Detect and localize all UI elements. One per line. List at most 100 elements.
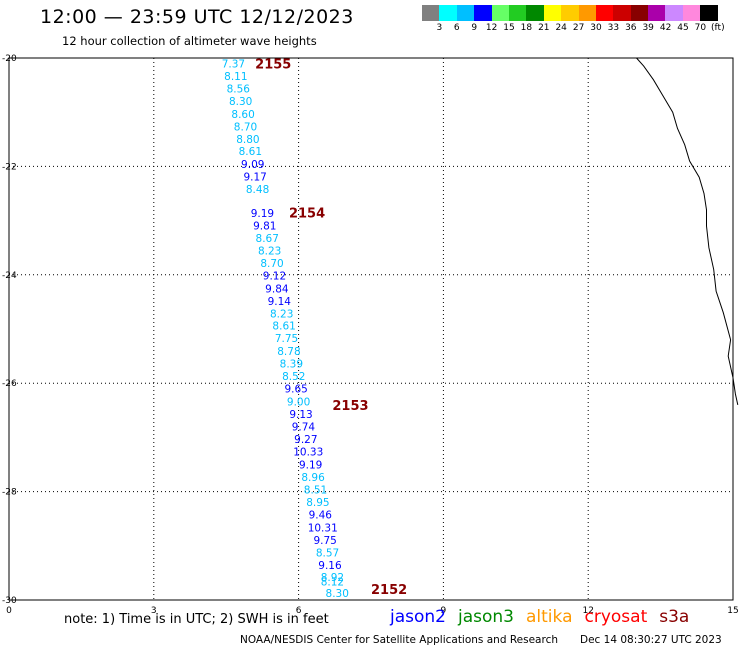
- satellite-name: jason2: [390, 607, 446, 627]
- satellite-name: cryosat: [584, 607, 648, 627]
- wave-height-value: 7.37: [222, 58, 245, 70]
- wave-height-value: 9.14: [268, 296, 292, 308]
- wave-height-value: 9.46: [309, 509, 333, 521]
- wave-height-value: 9.27: [294, 434, 317, 446]
- x-tick-label: 6: [296, 606, 302, 616]
- page-subtitle: 12 hour collection of altimeter wave hei…: [62, 34, 317, 48]
- wave-height-value: 8.57: [316, 547, 339, 559]
- wave-height-value: 10.33: [293, 446, 323, 458]
- wave-height-value: 8.52: [282, 371, 305, 383]
- wave-height-value: 9.65: [284, 384, 307, 396]
- wave-height-value: 8.96: [301, 472, 325, 484]
- legend-label: 27: [572, 23, 585, 33]
- legend-label: (ft): [711, 23, 725, 33]
- wave-height-value: 8.67: [256, 233, 279, 245]
- wave-height-value: 9.13: [289, 409, 312, 421]
- legend-swatch: [561, 5, 579, 21]
- satellite-name: s3a: [659, 607, 690, 627]
- wave-height-value: 8.80: [236, 134, 259, 146]
- legend-swatch: [422, 5, 440, 21]
- legend-swatch: [578, 5, 596, 21]
- wave-height-value: 8.60: [231, 109, 254, 121]
- legend-label: 21: [538, 23, 550, 33]
- wave-height-value: 8.51: [304, 484, 327, 496]
- wave-height-value: 9.81: [253, 220, 276, 232]
- legend-swatch: [439, 5, 457, 21]
- orbit-number-label: 2153: [332, 399, 368, 414]
- wave-height-value: 9.75: [313, 535, 336, 547]
- wave-height-value: 7.75: [275, 333, 298, 345]
- wave-height-value: 8.23: [270, 308, 293, 320]
- wave-height-value: 8.23: [258, 245, 281, 257]
- x-tick-label: 9: [441, 606, 447, 616]
- wave-height-value: 9.12: [263, 270, 286, 282]
- wave-height-value: 8.48: [246, 184, 269, 196]
- legend-swatch: [491, 5, 509, 21]
- map-frame: [8, 57, 734, 601]
- wave-height-value: 8.56: [227, 83, 251, 95]
- legend-label: 45: [677, 23, 689, 33]
- y-tick-label: -20: [2, 54, 17, 64]
- legend-swatch: [543, 5, 562, 21]
- y-tick-label: -30: [2, 596, 17, 606]
- legend-label: 15: [503, 23, 515, 33]
- color-scale-labels: 3 6 9 12 15 18 21 24 27 30 33 36 39 42 45 70 (ft): [422, 23, 740, 35]
- x-tick-label: 12: [582, 606, 593, 616]
- x-tick-label: 0: [6, 606, 12, 616]
- legend-label: 70: [694, 23, 707, 33]
- legend-label: 39: [642, 23, 654, 33]
- y-tick-label: -26: [2, 379, 17, 389]
- legend-swatch: [700, 5, 718, 21]
- legend-label: 9: [471, 23, 478, 33]
- wave-height-value: 8.39: [280, 359, 303, 371]
- legend-swatch: [595, 5, 614, 21]
- wave-height-value: 9.17: [243, 172, 266, 184]
- legend-label: 36: [625, 23, 637, 33]
- legend-label: 42: [659, 23, 672, 33]
- legend-swatch: [456, 5, 475, 21]
- wave-height-value: 8.92: [321, 572, 344, 584]
- wave-height-value: 10.31: [308, 522, 338, 534]
- wave-height-value: 8.70: [260, 258, 283, 270]
- credit-line: NOAA/NESDIS Center for Satellite Applica…: [240, 634, 558, 646]
- legend-swatch: [508, 5, 527, 21]
- legend-label: 6: [453, 23, 460, 33]
- orbit-number-label: 2154: [289, 206, 325, 221]
- wave-height-value: 8.78: [277, 346, 300, 358]
- legend-label: 30: [590, 23, 602, 33]
- satellite-name: jason3: [458, 607, 514, 627]
- orbit-number-label: 2152: [371, 583, 407, 598]
- legend-swatch: [665, 5, 683, 21]
- legend-swatch: [682, 5, 701, 21]
- page-title: 12:00 — 23:59 UTC 12/12/2023: [40, 6, 354, 28]
- legend-label: 3: [436, 23, 443, 33]
- wave-height-value: 8.30: [229, 96, 252, 108]
- wave-height-value: 9.16: [318, 560, 342, 572]
- wave-height-value: 8.61: [239, 146, 262, 158]
- wave-height-value: 8.30: [326, 588, 349, 600]
- generation-timestamp: Dec 14 08:30:27 UTC 2023: [580, 634, 722, 646]
- satellite-name: altika: [526, 607, 573, 627]
- legend-swatch: [613, 5, 631, 21]
- wave-height-value: 8.61: [272, 321, 295, 333]
- legend-swatch: [630, 5, 649, 21]
- wave-height-value: 8.70: [234, 121, 257, 133]
- orbit-number-label: 2155: [255, 57, 291, 72]
- y-tick-label: -28: [2, 488, 17, 498]
- x-tick-label: 15: [727, 606, 738, 616]
- footer-note: note: 1) Time is in UTC; 2) SWH is in fe…: [64, 612, 329, 627]
- wave-height-value: 8.12: [321, 577, 344, 589]
- satellite-legend: jason2 jason3 altika cryosat s3a: [390, 607, 701, 627]
- wave-height-value: 9.09: [241, 159, 264, 171]
- wave-height-value: 9.19: [299, 460, 322, 472]
- color-scale-legend: [422, 5, 718, 21]
- coastline: [636, 57, 739, 406]
- legend-label: 12: [485, 23, 498, 33]
- wave-height-value: 9.74: [292, 422, 316, 434]
- legend-swatch: [648, 5, 666, 21]
- y-tick-label: -24: [2, 271, 17, 281]
- wave-height-value: 8.11: [224, 71, 247, 83]
- legend-swatch: [474, 5, 492, 21]
